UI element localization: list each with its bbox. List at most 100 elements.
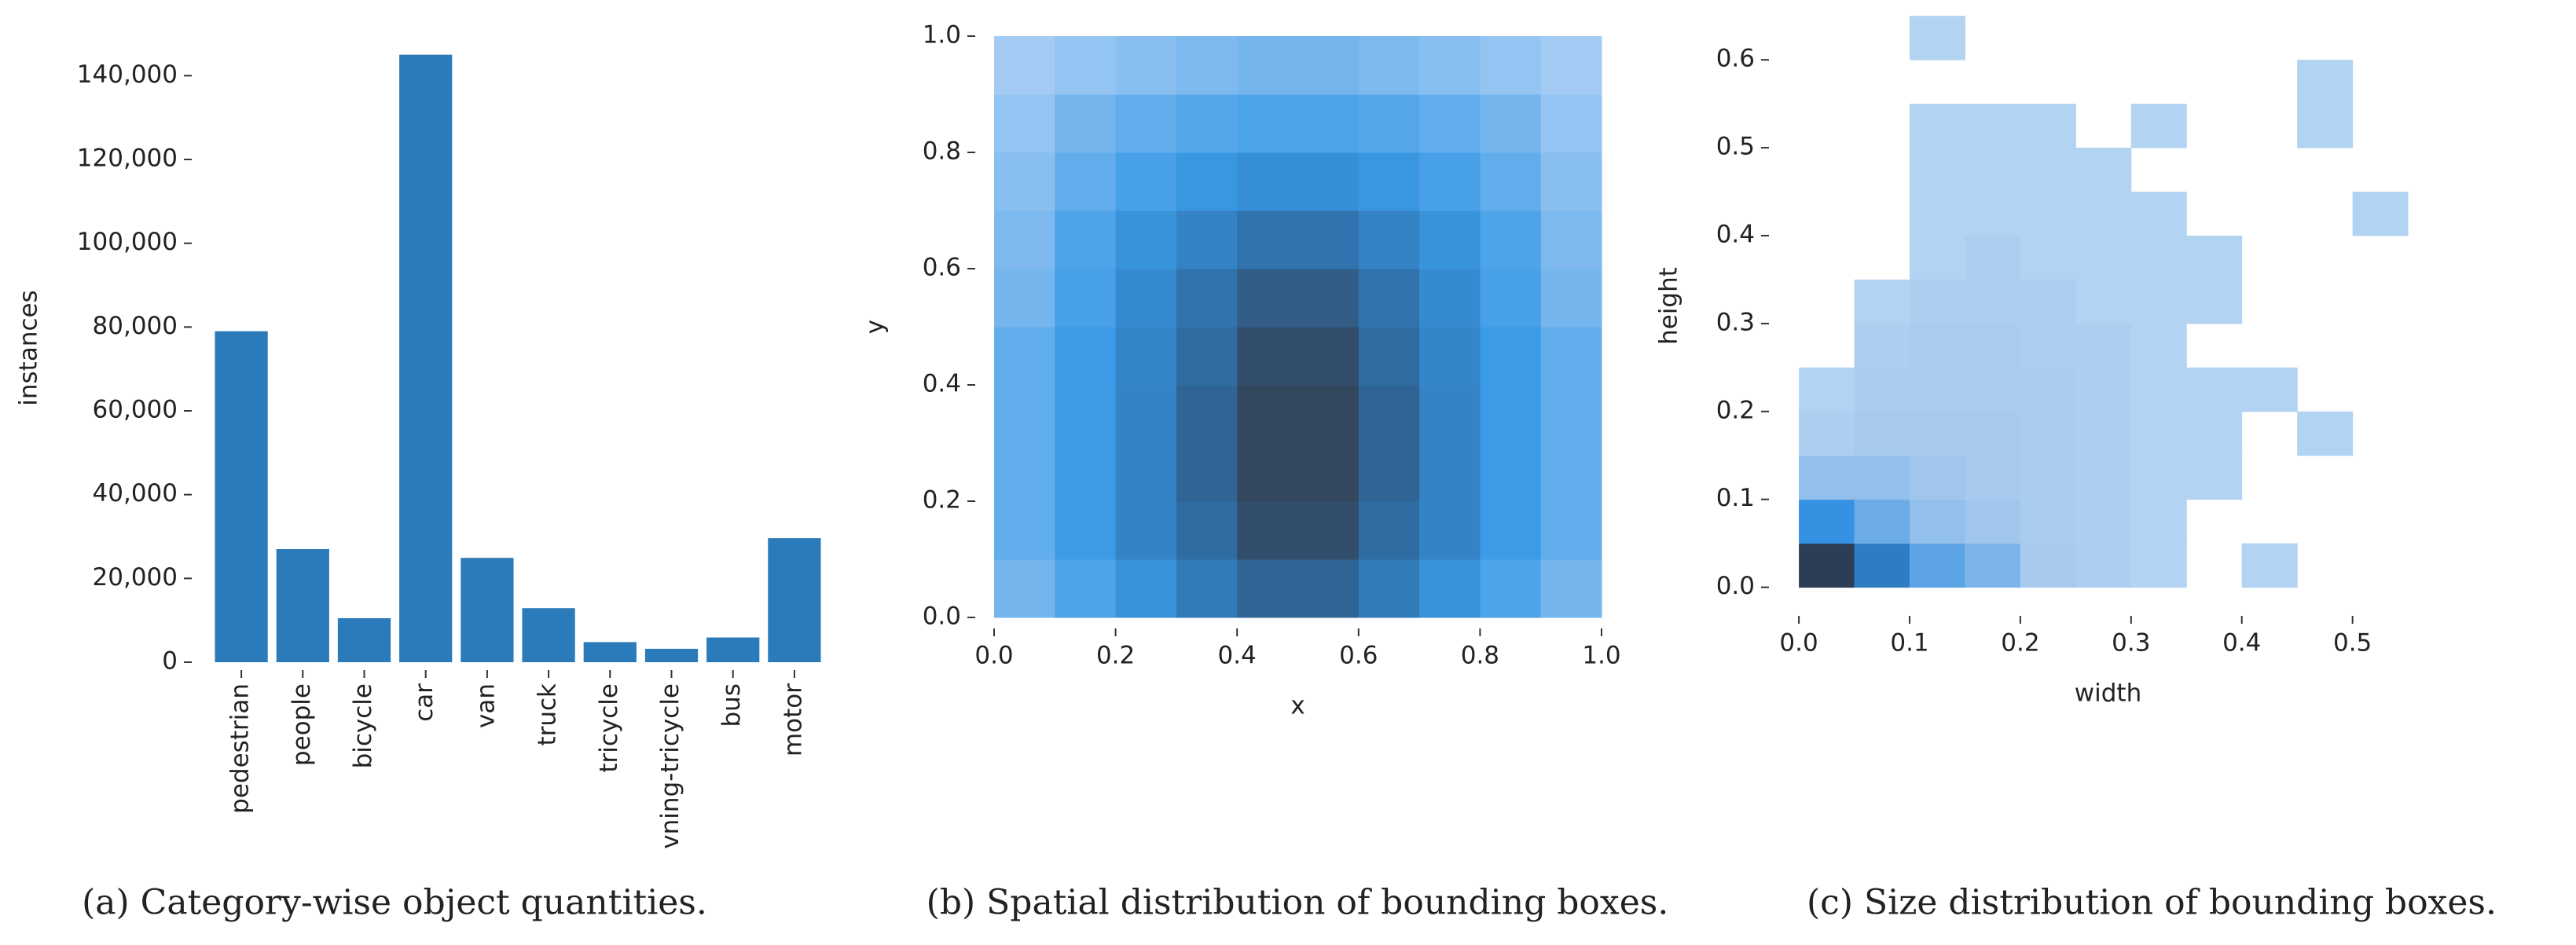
x-tick-label: 0.4	[1218, 642, 1257, 670]
heat-cell	[2075, 192, 2132, 236]
heat-cell	[2075, 279, 2132, 324]
heat-cell	[1419, 327, 1481, 386]
heat-cell	[2020, 323, 2076, 368]
heat-cell	[2020, 367, 2076, 412]
x-tick-label: 0.0	[1779, 629, 1818, 657]
heat-cell	[994, 559, 1055, 618]
heat-cell	[1540, 269, 1602, 328]
heat-cell	[2186, 279, 2243, 324]
heat-cell	[1358, 269, 1420, 328]
heat-cell	[1237, 385, 1298, 444]
heat-cell	[1799, 367, 1855, 412]
heat-cell	[2075, 455, 2132, 500]
bar	[583, 642, 637, 662]
bar	[522, 608, 575, 662]
heat-cell	[1540, 211, 1602, 269]
heat-cell	[1910, 499, 1965, 544]
heat-cell	[1176, 36, 1238, 95]
heat-cell	[1176, 152, 1238, 211]
x-tick-label: 0.5	[2333, 629, 2372, 657]
heat-cell	[2130, 367, 2187, 412]
heat-cell	[1176, 559, 1238, 618]
heat-cell	[2297, 104, 2354, 148]
heat-cell	[2130, 279, 2187, 324]
heat-cell	[2020, 499, 2076, 544]
y-tick-label: 0.2	[1716, 396, 1755, 424]
heat-cell	[1854, 279, 1910, 324]
y-tick-label: 0.0	[1716, 572, 1755, 600]
heat-cell	[1965, 543, 2021, 588]
heat-cell	[1910, 235, 1965, 280]
heat-cell	[1965, 455, 2021, 500]
heat-cell	[1480, 385, 1542, 444]
heat-cell	[1115, 559, 1177, 618]
heat-cell	[994, 501, 1055, 560]
heat-cell	[1055, 443, 1117, 502]
heat-cell	[1540, 94, 1602, 153]
heat-cell	[2297, 60, 2354, 104]
heat-cell	[1540, 559, 1602, 618]
heat-cell	[1854, 367, 1910, 412]
heat-cell	[1176, 211, 1238, 269]
heat-cell	[1480, 94, 1542, 153]
y-tick-label: 100,000	[77, 228, 178, 256]
heat-cell	[1910, 148, 1965, 192]
heat-cell	[1480, 559, 1542, 618]
heat-cell	[1115, 269, 1177, 328]
heat-cell	[1419, 36, 1481, 95]
heat-cell	[1115, 443, 1177, 502]
heat-cell	[1176, 501, 1238, 560]
heat-cell	[1480, 211, 1542, 269]
y-tick-label: 0.4	[923, 370, 961, 398]
heat-cell	[2297, 411, 2354, 456]
heat-cell	[994, 152, 1055, 211]
heat-cell	[1237, 327, 1298, 386]
heat-cell	[1115, 501, 1177, 560]
y-tick-label: 1.0	[923, 21, 961, 49]
caption: (c) Size distribution of bounding boxes.	[1807, 883, 2497, 923]
heat-cell	[1237, 269, 1298, 328]
heat-cell	[994, 269, 1055, 328]
y-tick-label: 140,000	[77, 60, 178, 89]
y-tick-label: 80,000	[93, 312, 178, 340]
heat-cell	[2020, 455, 2076, 500]
heat-cell	[1480, 501, 1542, 560]
heat-cell	[1965, 104, 2021, 148]
heat-cell	[1799, 411, 1855, 456]
y-tick-label: 0	[162, 647, 178, 676]
heat-cell	[2186, 235, 2243, 280]
heat-cell	[1799, 499, 1855, 544]
heat-cell	[1358, 36, 1420, 95]
heat-cell	[1055, 94, 1117, 153]
heat-cell	[2130, 543, 2187, 588]
y-tick-label: 0.1	[1716, 484, 1755, 512]
x-axis-label: width	[2075, 679, 2141, 708]
heat-cell	[1419, 269, 1481, 328]
heat-cell	[1540, 385, 1602, 444]
heat-cell	[1854, 499, 1910, 544]
heat-cell	[1055, 559, 1117, 618]
heat-cell	[1237, 94, 1298, 153]
heat-cell	[1297, 211, 1360, 269]
heat-cell	[1965, 192, 2021, 236]
heat-cell	[2075, 367, 2132, 412]
heat-cell	[1854, 323, 1910, 368]
heat-cell	[1910, 367, 1965, 412]
x-tick-label: bus	[717, 683, 746, 727]
heat-cell	[1115, 36, 1177, 95]
bar	[337, 618, 391, 662]
heat-cell	[1176, 327, 1238, 386]
y-axis-label: y	[861, 320, 890, 334]
heat-cell	[994, 327, 1055, 386]
x-tick-label: 0.6	[1339, 642, 1378, 670]
heat-cell	[2130, 499, 2187, 544]
heat-cell	[1115, 327, 1177, 386]
y-tick-label: 0.0	[923, 603, 961, 631]
heat-cell	[2186, 367, 2243, 412]
heat-cell	[1055, 501, 1117, 560]
heat-cell	[1480, 269, 1542, 328]
heat-cell	[2020, 192, 2076, 236]
heat-cell	[1910, 192, 1965, 236]
x-tick-label: truck	[534, 683, 562, 746]
heat-cell	[1237, 36, 1298, 95]
